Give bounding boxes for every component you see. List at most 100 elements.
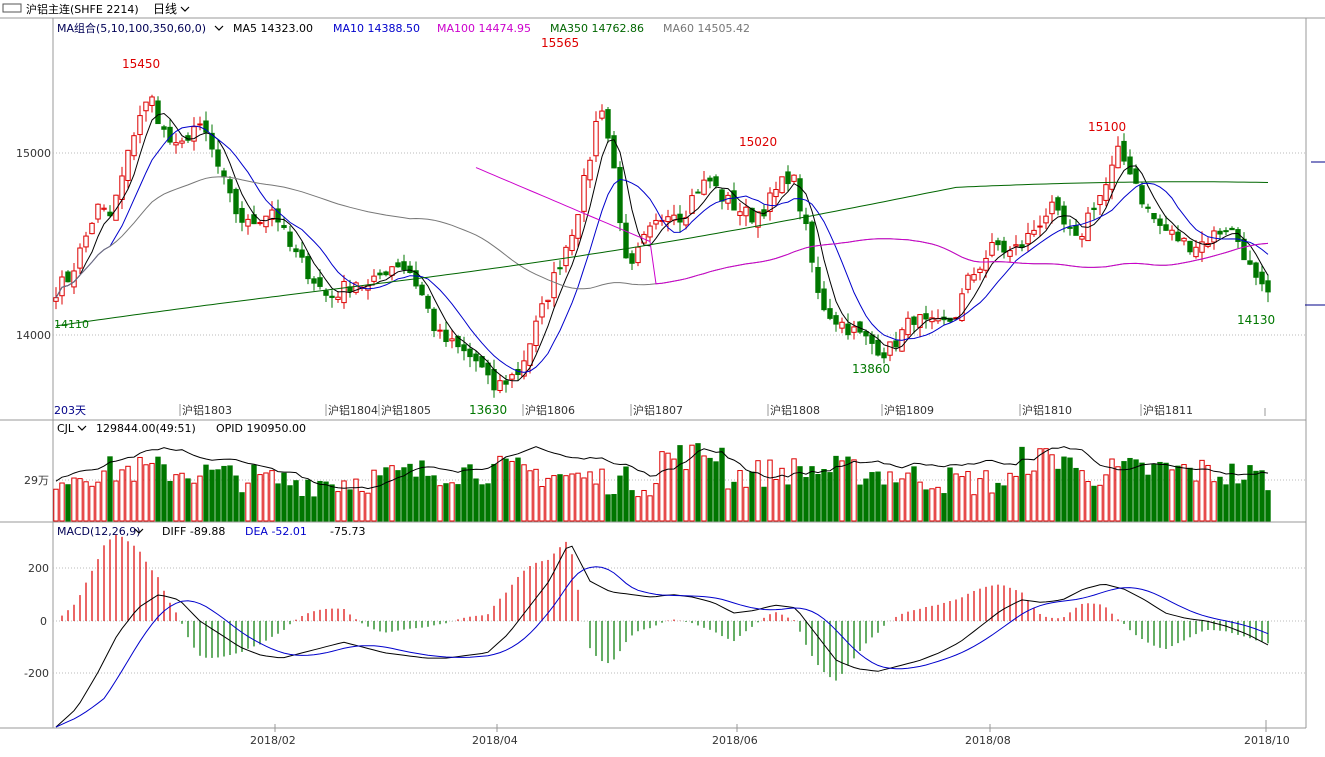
volume-bar bbox=[197, 475, 203, 522]
candle bbox=[767, 192, 773, 212]
candle bbox=[1103, 184, 1109, 201]
candle bbox=[647, 225, 653, 238]
candle bbox=[83, 235, 89, 248]
volume-bar bbox=[245, 482, 251, 522]
candle bbox=[809, 221, 815, 263]
macd-histogram bbox=[61, 534, 1269, 681]
chevron-down-icon[interactable] bbox=[214, 25, 224, 31]
macd-label[interactable]: MACD(12,26,9) bbox=[57, 525, 141, 538]
candle bbox=[863, 331, 869, 337]
candle bbox=[1115, 145, 1121, 169]
cjl-label[interactable]: CJL bbox=[57, 422, 75, 435]
candle bbox=[299, 249, 305, 258]
candle bbox=[77, 247, 83, 269]
volume-bar bbox=[503, 458, 509, 522]
volume-bar bbox=[335, 491, 341, 522]
candle bbox=[1037, 225, 1043, 228]
x-tick-2018-10: 2018/10 bbox=[1244, 734, 1290, 747]
volume-bar bbox=[1013, 475, 1019, 522]
x-axis: 2018/02 2018/04 2018/06 2018/08 2018/10 bbox=[250, 720, 1290, 747]
volume-bar bbox=[977, 478, 983, 522]
volume-bar bbox=[89, 485, 95, 522]
candle bbox=[797, 178, 803, 212]
volume-y-tick: 29万 bbox=[24, 474, 49, 487]
chevron-down-icon[interactable] bbox=[77, 425, 87, 431]
volume-bar bbox=[341, 480, 347, 522]
volume-bar bbox=[899, 478, 905, 522]
volume-bar bbox=[551, 475, 557, 522]
volume-bar bbox=[239, 492, 245, 522]
volume-bar bbox=[809, 466, 815, 522]
volume-bar bbox=[167, 480, 173, 522]
volume-bar bbox=[191, 482, 197, 522]
candle bbox=[803, 214, 809, 225]
volume-bar bbox=[953, 473, 959, 522]
volume-bar bbox=[275, 483, 281, 522]
candle bbox=[143, 101, 149, 112]
candle bbox=[353, 282, 359, 293]
period-selector[interactable]: 日线 bbox=[153, 2, 177, 16]
y-tick-15000: 15000 bbox=[16, 147, 51, 160]
ma10-line bbox=[55, 125, 1269, 373]
candle bbox=[653, 219, 659, 225]
volume-bar bbox=[767, 459, 773, 522]
candle bbox=[1031, 229, 1037, 235]
volume-bar bbox=[1043, 448, 1049, 522]
candle bbox=[65, 271, 71, 283]
candle bbox=[1007, 250, 1013, 257]
candle bbox=[1133, 168, 1139, 184]
volume-bar bbox=[215, 469, 221, 522]
y-tick-14000: 14000 bbox=[16, 329, 51, 342]
volume-bar bbox=[1079, 470, 1085, 522]
candle bbox=[263, 215, 269, 228]
volume-bar bbox=[575, 472, 581, 522]
volume-bar bbox=[431, 475, 437, 522]
ma-group-label[interactable]: MA组合(5,10,100,350,60,0) bbox=[57, 21, 206, 35]
macd-legend: MACD(12,26,9) DIFF -89.88 DEA -52.01 -75… bbox=[24, 525, 1306, 680]
volume-bar bbox=[1157, 461, 1163, 522]
volume-bar bbox=[1055, 468, 1061, 522]
volume-bar bbox=[359, 490, 365, 522]
volume-bar bbox=[173, 474, 179, 522]
candle bbox=[905, 317, 911, 336]
volume-bar bbox=[779, 467, 785, 522]
volume-bar bbox=[737, 470, 743, 522]
candle bbox=[1109, 164, 1115, 190]
macd-y-tick-minus200: -200 bbox=[24, 667, 49, 680]
volume-bar bbox=[149, 462, 155, 522]
volume-bar bbox=[947, 467, 953, 522]
x-tick-2018-04: 2018/04 bbox=[472, 734, 518, 747]
candle bbox=[149, 96, 155, 106]
candle bbox=[53, 297, 59, 302]
volume-bar bbox=[233, 475, 239, 522]
candle bbox=[239, 207, 245, 223]
volume-bar bbox=[869, 472, 875, 522]
chevron-down-icon[interactable] bbox=[134, 528, 144, 534]
candle bbox=[965, 274, 971, 290]
candle bbox=[233, 188, 239, 215]
candle bbox=[71, 270, 77, 288]
candle bbox=[887, 341, 893, 356]
volume-bar bbox=[833, 455, 839, 522]
candle bbox=[311, 278, 317, 284]
volume-bar bbox=[887, 471, 893, 522]
candle bbox=[521, 360, 527, 377]
volume-bar bbox=[791, 458, 797, 522]
volume-bar bbox=[131, 480, 137, 522]
candle bbox=[227, 179, 233, 194]
candle bbox=[245, 218, 251, 227]
volume-bar bbox=[1223, 484, 1229, 522]
volume-bar bbox=[881, 484, 887, 522]
volume-bar bbox=[1049, 454, 1055, 522]
contract-label-1811: 沪铝1811 bbox=[1143, 403, 1193, 417]
candle bbox=[221, 170, 227, 178]
volume-bar bbox=[317, 480, 323, 522]
open-interest-line bbox=[55, 446, 1269, 490]
chevron-down-icon[interactable] bbox=[180, 6, 190, 12]
candle bbox=[1019, 244, 1025, 248]
candle bbox=[605, 109, 611, 139]
volume-bar bbox=[125, 465, 131, 522]
volume-bar bbox=[875, 471, 881, 522]
volume-bar bbox=[95, 481, 101, 522]
